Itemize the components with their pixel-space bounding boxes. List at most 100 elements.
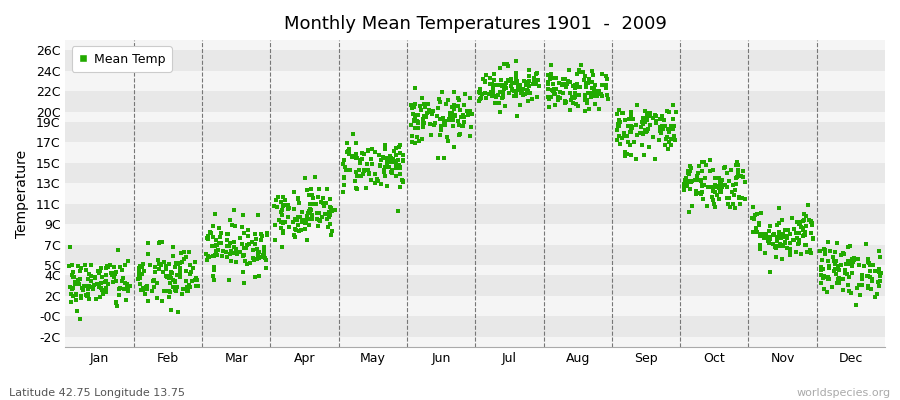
Point [446, 106, 461, 112]
Point [566, 99, 580, 106]
Point [729, 181, 743, 187]
Point [89, 296, 104, 302]
Point [548, 101, 562, 108]
Point [201, 232, 215, 239]
Point [780, 245, 795, 251]
Point [505, 86, 519, 92]
Point [692, 163, 706, 169]
Point [410, 118, 424, 124]
Point [776, 243, 790, 249]
Point [221, 276, 236, 283]
Point [746, 229, 760, 235]
Point [694, 190, 708, 196]
Point [525, 96, 539, 102]
Point [855, 276, 869, 282]
Point [579, 81, 593, 87]
Point [206, 253, 220, 260]
Point [622, 116, 636, 122]
Point [872, 248, 886, 254]
Point [796, 225, 810, 231]
Point [183, 248, 197, 255]
Point [345, 153, 359, 160]
Point [361, 166, 375, 173]
Point [79, 283, 94, 289]
Point [112, 285, 127, 292]
Point [500, 61, 514, 68]
Point [99, 289, 113, 296]
Point [235, 241, 249, 247]
Point [63, 284, 77, 290]
Point [456, 114, 471, 120]
Point [409, 85, 423, 91]
Point [497, 86, 511, 92]
Point [799, 242, 814, 249]
Point [323, 221, 338, 228]
Point [828, 266, 842, 272]
Point [613, 119, 627, 125]
Point [370, 176, 384, 182]
Point [783, 246, 797, 252]
Point [719, 195, 733, 202]
Point [291, 196, 305, 202]
Point [587, 86, 601, 93]
Point [494, 77, 508, 84]
Point [361, 147, 375, 153]
Point [473, 86, 488, 92]
Point [735, 174, 750, 180]
Point [752, 220, 767, 226]
Point [872, 282, 886, 289]
Point [677, 180, 691, 187]
Point [553, 95, 567, 101]
Point [861, 273, 876, 279]
Point [453, 130, 467, 137]
Point [67, 269, 81, 276]
Point [585, 85, 599, 92]
Point [842, 261, 856, 267]
Point [667, 122, 681, 129]
Point [163, 273, 177, 280]
Point [68, 279, 83, 286]
Point [256, 248, 271, 254]
Point [509, 78, 524, 85]
Point [132, 271, 147, 278]
Point [65, 262, 79, 269]
Point [860, 259, 875, 266]
Point [206, 222, 220, 229]
Point [417, 101, 431, 107]
Point [483, 88, 498, 95]
Point [324, 208, 338, 214]
Point [826, 254, 841, 260]
Point [451, 94, 465, 101]
Point [92, 270, 106, 277]
Point [866, 262, 880, 268]
Bar [66, 183, 885, 204]
Point [250, 252, 265, 258]
Point [356, 167, 371, 174]
Point [598, 84, 613, 90]
Point [508, 72, 523, 79]
Point [256, 249, 271, 255]
Point [183, 271, 197, 277]
Point [616, 132, 631, 138]
Point [131, 273, 146, 279]
Point [624, 112, 638, 118]
Point [388, 162, 402, 168]
Point [274, 199, 288, 205]
Point [530, 70, 544, 76]
Point [275, 244, 290, 250]
Point [822, 262, 836, 269]
Point [842, 274, 856, 280]
Point [355, 149, 369, 156]
Point [800, 202, 814, 209]
Point [393, 164, 408, 170]
Point [747, 215, 761, 222]
Point [69, 292, 84, 298]
Point [577, 77, 591, 83]
Point [294, 218, 309, 225]
Point [74, 293, 88, 299]
Point [714, 176, 728, 183]
Point [393, 150, 408, 156]
Point [282, 204, 296, 211]
Point [367, 180, 382, 186]
Point [95, 287, 110, 294]
